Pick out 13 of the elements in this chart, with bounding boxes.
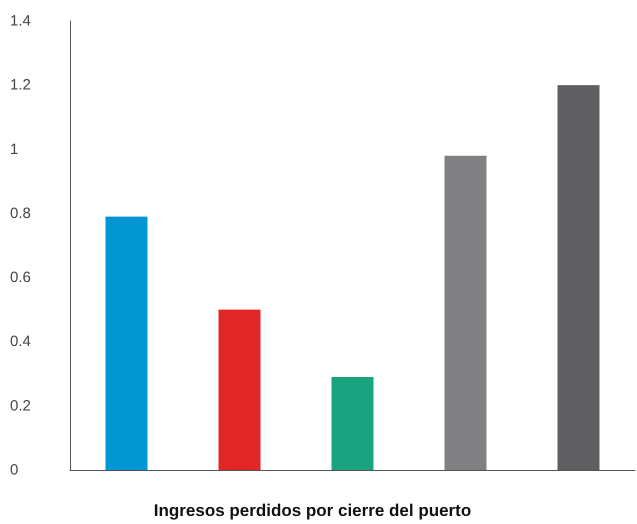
y-tick-label: 0.6	[10, 269, 31, 286]
bar	[444, 156, 486, 470]
x-axis-title: Ingresos perdidos por cierre del puerto	[154, 501, 472, 520]
y-tick-label: 1	[10, 140, 18, 158]
y-tick-label: 1.2	[10, 76, 31, 94]
y-tick-label: 0.2	[10, 397, 31, 414]
y-tick-label: 0.4	[10, 333, 31, 350]
bar	[106, 216, 148, 470]
bar	[332, 376, 374, 470]
y-tick-label: 1.4	[10, 12, 31, 30]
y-tick-label: 0	[10, 462, 18, 478]
y-tick-label: 0.8	[10, 204, 31, 222]
bar	[218, 310, 260, 470]
